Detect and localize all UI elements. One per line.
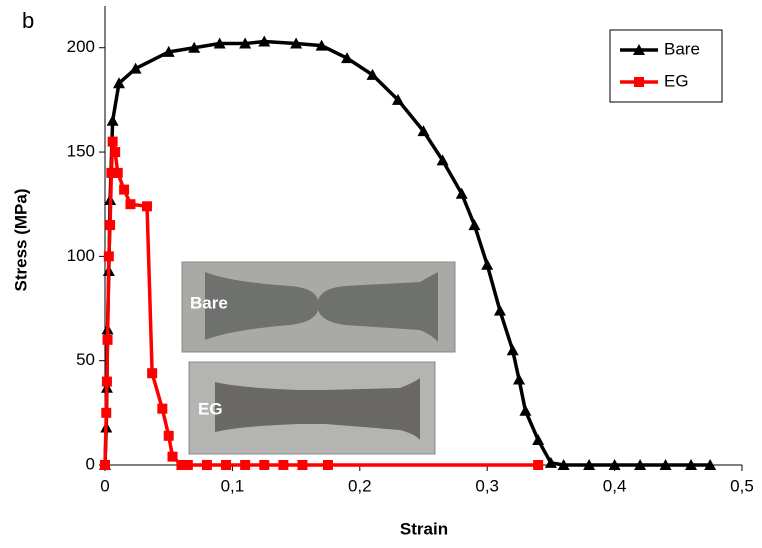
data-point [532, 433, 545, 445]
data-point [176, 460, 187, 470]
data-point [119, 184, 130, 195]
data-point [110, 147, 121, 158]
data-point [685, 459, 698, 470]
data-point [392, 93, 405, 105]
y-tick-label: 100 [67, 246, 95, 265]
data-point [107, 136, 118, 147]
data-point [513, 373, 526, 385]
data-point [221, 460, 232, 470]
data-point [506, 344, 519, 356]
x-tick-label: 0,2 [348, 476, 372, 495]
y-tick-label: 200 [67, 37, 95, 56]
data-point [290, 37, 303, 49]
data-point [608, 459, 621, 470]
data-point [101, 407, 112, 418]
y-tick-label: 150 [67, 142, 95, 161]
x-tick-label: 0,3 [475, 476, 499, 495]
x-tick-label: 0,1 [221, 476, 245, 495]
inset-label: EG [198, 399, 223, 418]
data-point [455, 187, 468, 199]
data-point [129, 62, 142, 74]
data-point [704, 459, 717, 470]
data-point [157, 403, 168, 414]
data-point [113, 77, 126, 89]
data-point [533, 460, 544, 470]
data-point [583, 459, 596, 470]
data-point [142, 201, 153, 212]
x-axis-label: Strain [400, 519, 448, 538]
data-point [315, 39, 328, 51]
legend-marker [634, 77, 644, 87]
panel-label: b [22, 8, 34, 33]
data-point [493, 304, 506, 316]
data-point [341, 52, 354, 64]
data-point [213, 37, 226, 49]
data-point [436, 154, 449, 166]
data-point [100, 460, 110, 470]
data-point [182, 460, 193, 470]
data-point [147, 368, 158, 379]
data-point [366, 68, 379, 80]
data-point [519, 404, 532, 416]
data-point [634, 459, 647, 470]
y-tick-label: 0 [86, 454, 95, 473]
data-point [481, 258, 494, 270]
x-tick-label: 0,4 [603, 476, 627, 495]
data-point [201, 460, 212, 470]
data-point [258, 35, 271, 47]
x-tick-label: 0 [100, 476, 109, 495]
data-point [105, 220, 116, 231]
data-point [106, 167, 117, 178]
data-point [125, 199, 136, 210]
data-point [259, 460, 270, 470]
legend-label: Bare [664, 39, 700, 58]
data-point [167, 451, 178, 462]
data-point [557, 459, 570, 470]
data-point [544, 456, 557, 468]
data-point [239, 37, 252, 49]
specimen [205, 272, 438, 342]
data-point [102, 334, 113, 345]
data-point [162, 45, 175, 57]
legend-label: EG [664, 71, 689, 90]
inset-label: Bare [190, 293, 228, 312]
data-point [468, 219, 481, 231]
data-point [417, 125, 430, 137]
specimen [215, 378, 420, 440]
data-point [106, 114, 119, 126]
data-point [163, 430, 174, 441]
data-point [103, 251, 114, 262]
data-point [659, 459, 672, 470]
y-tick-label: 50 [76, 350, 95, 369]
legend-box [609, 29, 723, 103]
x-tick-label: 0,5 [730, 476, 754, 495]
data-point [240, 460, 251, 470]
data-point [297, 460, 308, 470]
data-point [188, 41, 201, 53]
data-point [112, 167, 123, 178]
legend-marker [633, 44, 645, 55]
data-point [101, 376, 112, 387]
data-point [322, 460, 333, 470]
data-point [278, 460, 289, 470]
y-axis-label: Stress (MPa) [11, 189, 30, 292]
